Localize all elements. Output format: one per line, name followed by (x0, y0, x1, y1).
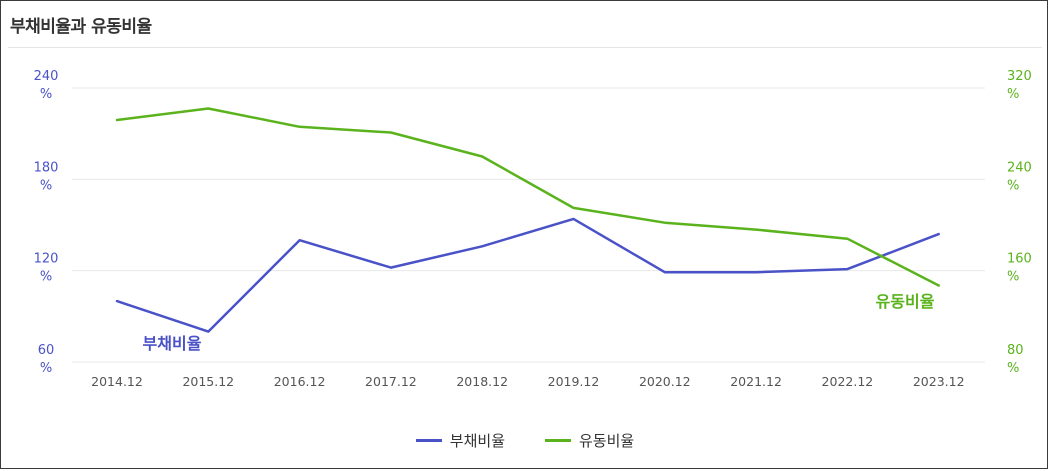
x-tick-label: 2014.12 (91, 374, 143, 389)
x-tick-label: 2019.12 (548, 374, 600, 389)
x-tick-label: 2023.12 (913, 374, 965, 389)
series-label-debt-ratio: 부채비율 (143, 334, 202, 353)
legend-label-debt-ratio: 부채비율 (449, 432, 505, 450)
y-right-tick-label: 240 (1007, 160, 1032, 175)
legend-item-debt-ratio[interactable]: 부채비율 (415, 430, 505, 451)
chart-legend: 부채비율 유동비율 (0, 430, 1050, 451)
title-divider (8, 47, 1042, 48)
y-right-tick-label: 320 (1007, 69, 1032, 84)
x-tick-label: 2016.12 (274, 374, 326, 389)
x-tick-label: 2020.12 (639, 374, 691, 389)
legend-label-current-ratio: 유동비율 (579, 432, 635, 450)
series-line-debt-ratio (115, 217, 940, 333)
y-left-tick-unit: % (40, 178, 52, 193)
y-left-tick-unit: % (40, 270, 52, 285)
series-label-current-ratio: 유동비율 (876, 292, 935, 311)
y-left-tick-label: 180 (34, 160, 59, 175)
y-left-tick-label: 60 (38, 343, 55, 358)
legend-swatch-debt-ratio (415, 439, 442, 442)
x-tick-label: 2022.12 (822, 374, 874, 389)
x-tick-label: 2021.12 (730, 374, 782, 389)
series-line-current-ratio (115, 107, 940, 287)
y-left-tick-label: 120 (34, 252, 59, 267)
y-right-tick-unit: % (1007, 87, 1019, 102)
y-right-tick-label: 160 (1007, 252, 1032, 267)
chart-title: 부채비율과 유동비율 (10, 17, 152, 37)
y-left-tick-unit: % (40, 87, 52, 102)
y-left-tick-unit: % (40, 361, 52, 376)
x-tick-label: 2015.12 (182, 374, 234, 389)
legend-swatch-current-ratio (545, 439, 571, 442)
y-left-tick-label: 240 (34, 69, 59, 84)
y-right-tick-unit: % (1007, 270, 1019, 285)
legend-item-current-ratio[interactable]: 유동비율 (545, 430, 634, 451)
x-tick-label: 2018.12 (456, 374, 508, 389)
y-right-tick-unit: % (1007, 178, 1019, 193)
y-right-tick-unit: % (1007, 361, 1019, 376)
y-right-tick-label: 80 (1007, 343, 1024, 358)
x-tick-label: 2017.12 (365, 374, 417, 389)
